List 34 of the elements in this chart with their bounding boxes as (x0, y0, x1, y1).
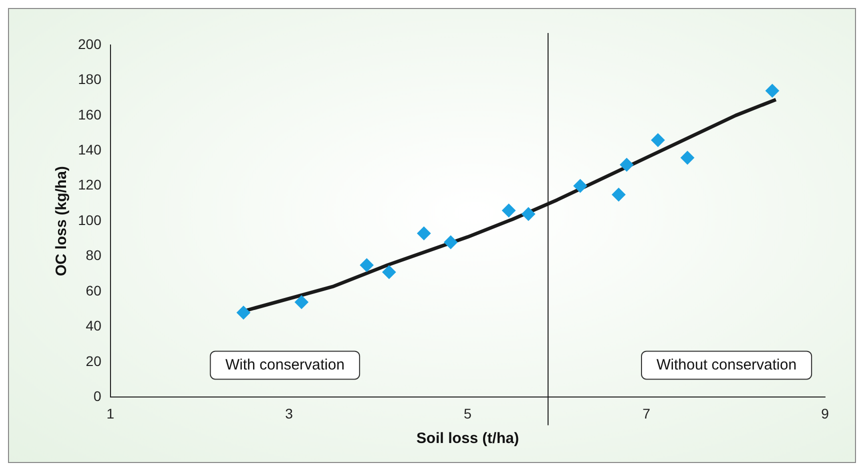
point (650, 133, 665, 148)
x-tick-label: 5 (464, 405, 472, 422)
x-tick-label: 3 (285, 405, 294, 422)
annotation: With conservation (225, 356, 345, 374)
y-tick-label: 100 (78, 212, 102, 228)
point (360, 258, 374, 272)
point (620, 158, 634, 172)
y-tick-label: 120 (78, 176, 102, 193)
y-tick-label: 140 (78, 142, 102, 158)
point (765, 84, 780, 98)
annotation: Without conservation (656, 356, 797, 374)
x-tick-label: 9 (821, 405, 830, 422)
x-tick-label: 1 (106, 405, 114, 422)
y-tick-label: 40 (86, 318, 102, 334)
point (444, 235, 458, 250)
point (573, 178, 588, 193)
y-tick-label: 80 (86, 247, 102, 264)
x-tick-label: 7 (642, 405, 650, 422)
y-tick-label: 20 (86, 352, 102, 369)
point (521, 207, 536, 222)
y-axis-title: OC loss (kg/ha) (53, 166, 70, 276)
y-tick-label: 0 (94, 388, 102, 404)
y-tick-label: 160 (78, 106, 102, 122)
point (294, 295, 309, 310)
point (680, 150, 694, 165)
y-tick-label: 200 (78, 36, 102, 52)
point (382, 265, 396, 280)
y-tick-label: 60 (86, 282, 102, 298)
point (502, 204, 516, 218)
x-axis-title: Soil loss (t/ha) (416, 430, 519, 448)
point (612, 188, 626, 202)
point (416, 226, 431, 240)
y-tick-label: 180 (78, 71, 102, 88)
point (236, 306, 250, 320)
